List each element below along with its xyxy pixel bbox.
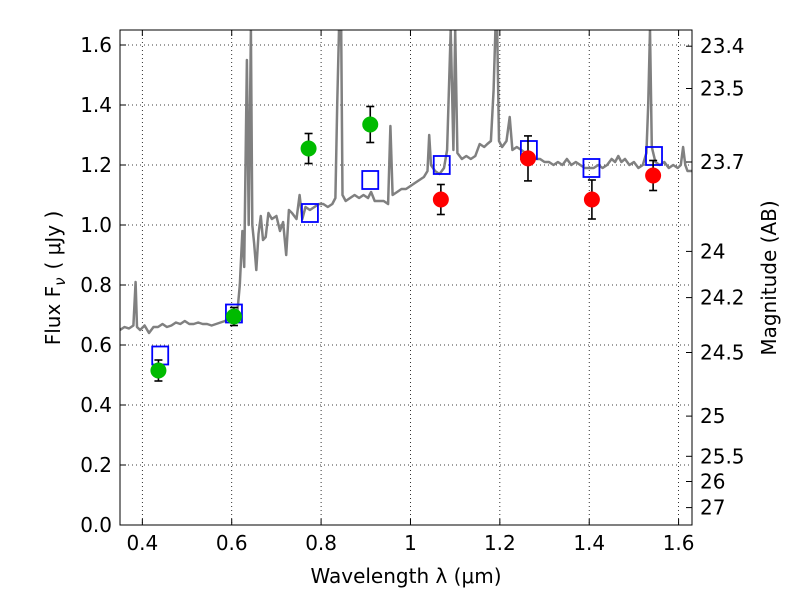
x-tick-label: 1.6 [663,531,695,555]
plot-frame [119,29,693,526]
y-tick-label: 0.2 [80,453,112,477]
model-photometry-square [151,345,170,366]
y-tick-label: 0.4 [80,393,112,417]
model-photometry-square [432,155,451,175]
y2-tick-label: 26 [700,470,725,494]
y2-tick-label: 24 [700,239,725,263]
y2-tick-label: 24.2 [700,286,745,310]
x-tick-label: 0.4 [126,531,158,555]
y-axis-label-subscript: ν [51,277,69,285]
y-tick-label: 0.0 [80,513,112,537]
y2-tick-label: 23.5 [700,77,745,101]
y-tick-label: 0.8 [80,273,112,297]
y2-tick-label: 23.7 [700,150,745,174]
y-tick-label: 0.6 [80,333,112,357]
observed-flux-point [583,191,600,208]
x-axis-label: Wavelength λ (μm) [310,564,501,588]
model-photometry-square [361,170,380,190]
y2-axis-label: Magnitude (AB) [757,200,781,355]
y-tick-label: 1.0 [80,213,112,237]
y2-tick-label: 23.4 [700,34,745,58]
y-axis-label: Flux Fν ( μJy ) [41,211,69,346]
y-axis-label-unit: ( μJy ) [41,211,65,270]
y2-tick-label: 25 [700,404,725,428]
observed-flux-point [645,167,662,184]
model-spectrum-line [120,30,692,335]
x-tick-label: 1 [404,531,417,555]
y-tick-label: 1.4 [80,93,112,117]
observed-flux-point [150,362,167,379]
x-tick-label: 1.2 [484,531,516,555]
y-tick-label: 1.6 [80,33,112,57]
y-axis-label-main: Flux F [41,286,65,345]
x-tick-label: 1.4 [573,531,605,555]
observed-flux-point [300,140,317,157]
observed-flux-point [432,191,449,208]
model-photometry-square [645,146,663,166]
ticks: 0.4 0.6 0.8 1 1.2 1.4 1.6 0.0 0.2 0.4 0.6 0.8 1.0 1.2… [80,30,745,555]
observed-flux-point [225,308,242,325]
plot-area [120,30,692,382]
grid-lines [120,30,692,526]
y2-tick-label: 27 [700,496,725,520]
x-tick-label: 0.6 [216,531,248,555]
model-photometry-square [301,203,319,223]
x-tick-label: 0.8 [305,531,337,555]
observed-flux-point [362,116,379,133]
y-tick-label: 1.2 [80,153,112,177]
observed-flux-point [519,150,536,167]
model-photometry-square [582,158,601,178]
y2-tick-label: 25.5 [700,444,745,468]
y2-tick-label: 24.5 [700,341,745,365]
